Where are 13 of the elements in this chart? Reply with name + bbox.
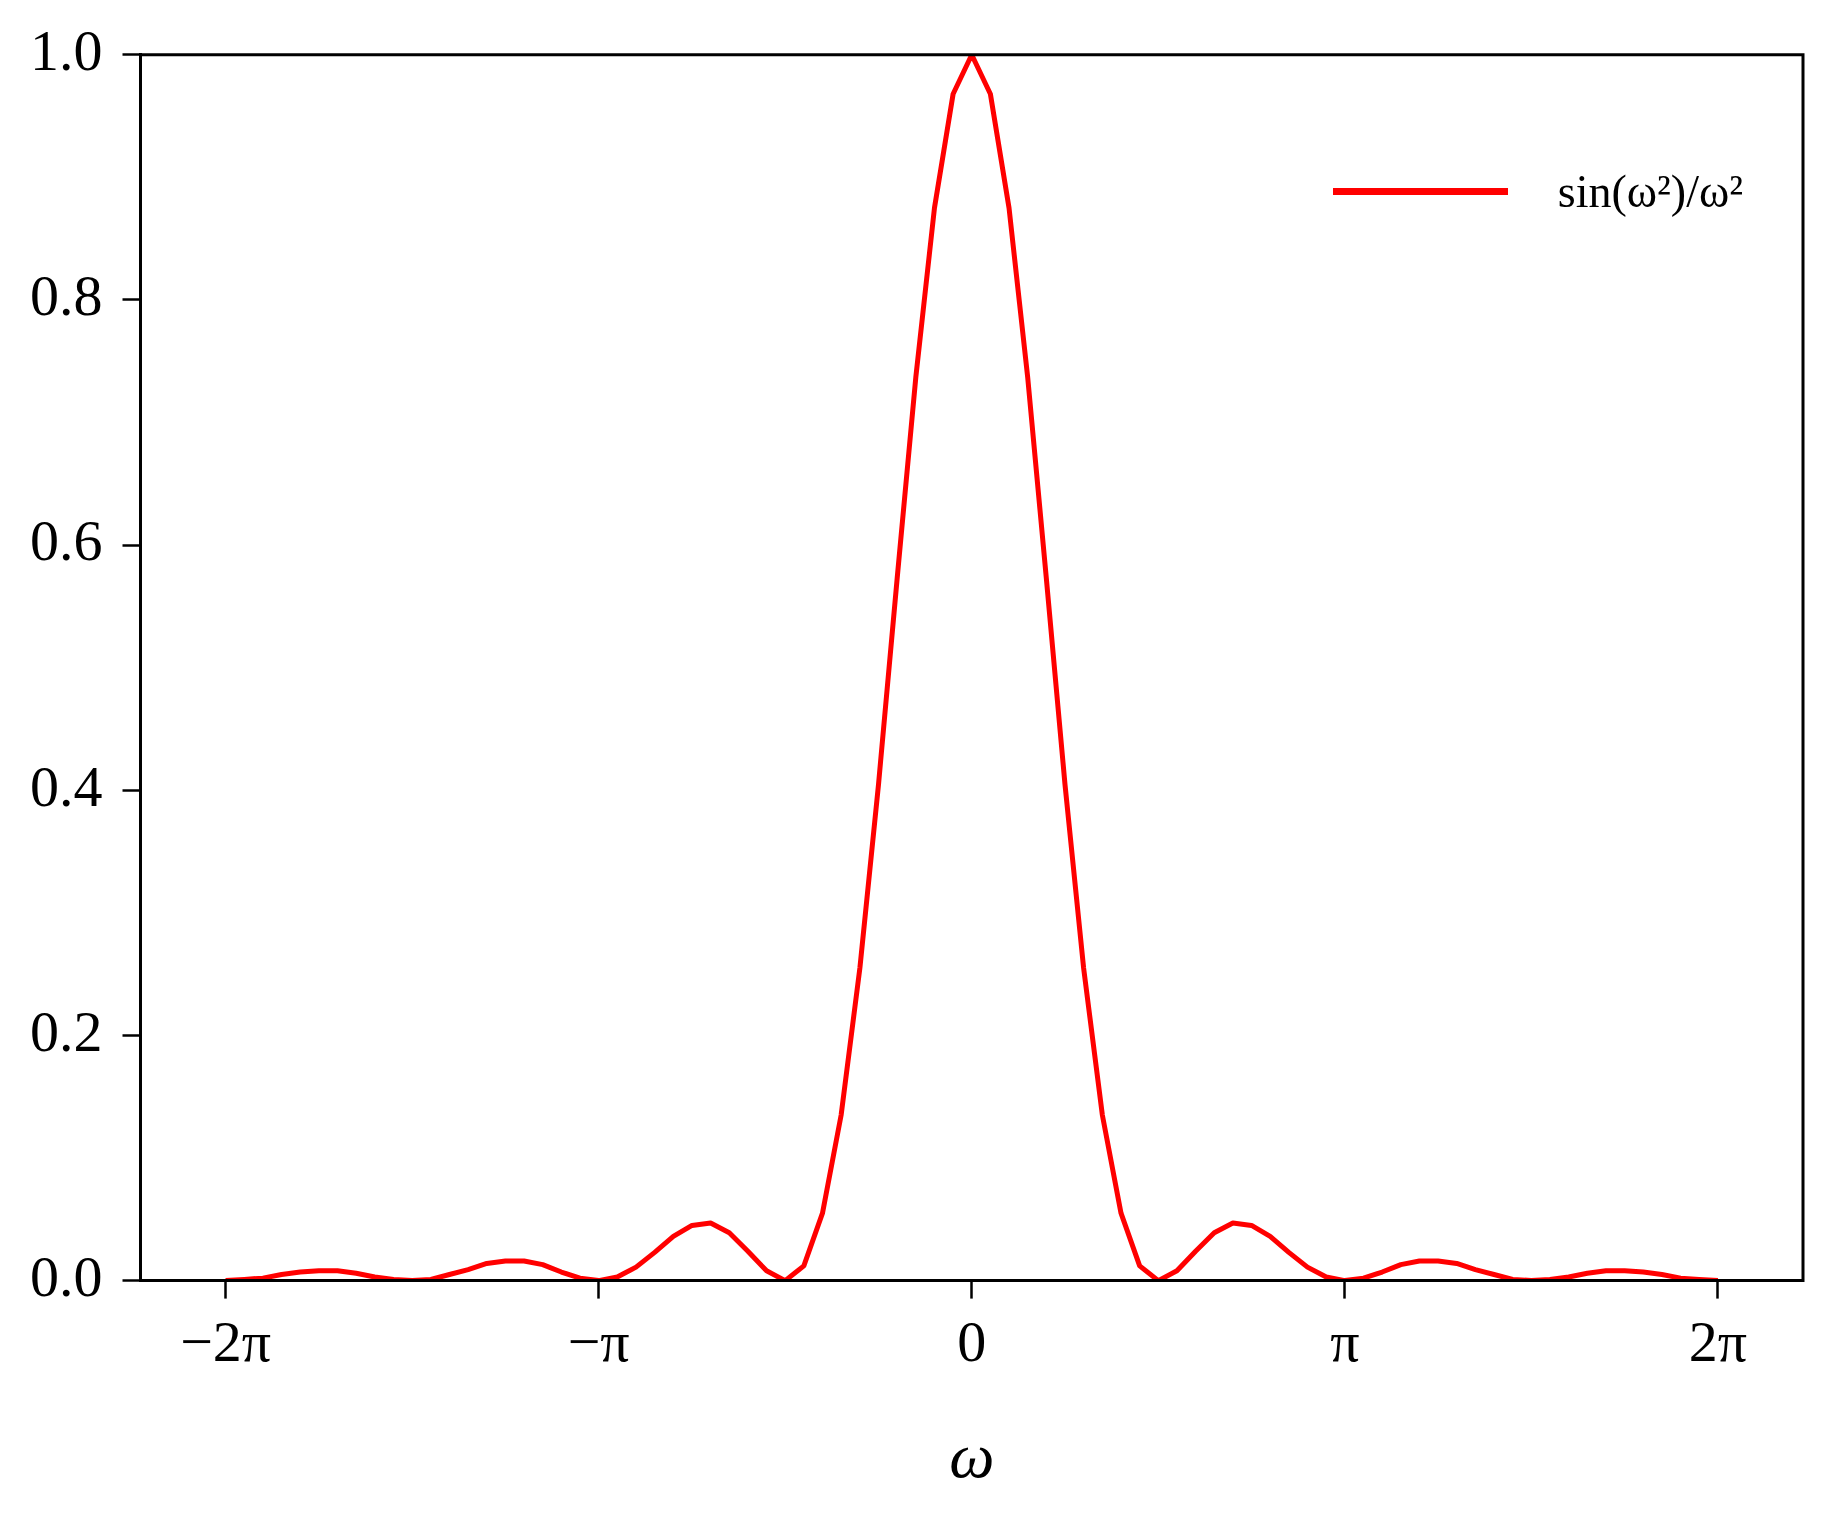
- x-tick-label: π: [1330, 1308, 1360, 1374]
- x-axis-title: ω: [949, 1420, 995, 1492]
- legend-label: sin(ω²)/ω²: [1557, 164, 1743, 218]
- y-tick-label: 0.8: [30, 263, 103, 329]
- x-tick-label: −2π: [180, 1308, 272, 1374]
- x-tick-label: 2π: [1688, 1308, 1747, 1374]
- x-tick-label: 0: [957, 1308, 987, 1374]
- y-tick-label: 0.0: [30, 1243, 103, 1309]
- y-tick-label: 0.2: [30, 998, 103, 1064]
- x-tick-label: −π: [567, 1308, 630, 1374]
- y-tick-label: 0.4: [30, 753, 103, 819]
- y-tick-label: 0.6: [30, 508, 103, 574]
- y-tick-label: 1.0: [30, 18, 103, 84]
